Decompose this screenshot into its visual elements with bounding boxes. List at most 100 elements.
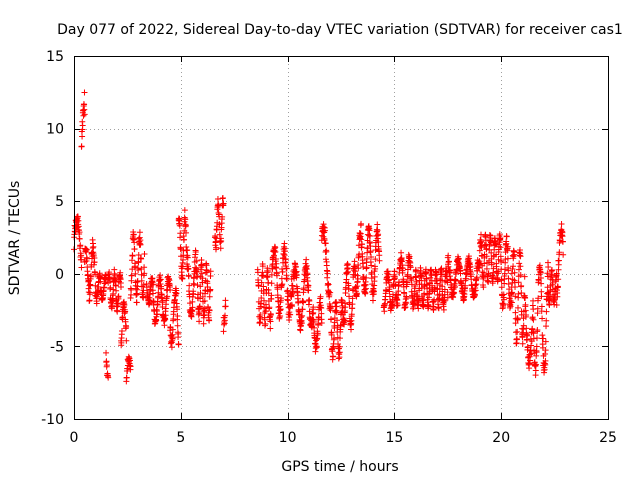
data-point bbox=[541, 369, 548, 376]
data-point bbox=[384, 268, 391, 275]
data-point bbox=[287, 311, 294, 318]
data-point bbox=[423, 275, 430, 282]
data-point bbox=[363, 274, 370, 281]
data-point bbox=[517, 263, 524, 270]
data-point bbox=[323, 262, 330, 269]
data-point bbox=[441, 286, 448, 293]
data-point bbox=[122, 308, 129, 315]
data-point bbox=[489, 272, 496, 279]
data-point bbox=[196, 318, 203, 325]
plot-frame bbox=[74, 56, 609, 420]
data-point bbox=[353, 291, 360, 298]
data-point bbox=[304, 278, 311, 285]
data-point bbox=[344, 261, 351, 268]
data-point bbox=[374, 227, 381, 234]
data-point bbox=[141, 251, 148, 258]
data-point bbox=[535, 295, 542, 302]
data-point bbox=[559, 233, 566, 240]
data-point bbox=[140, 282, 147, 289]
data-point bbox=[263, 304, 270, 311]
data-point bbox=[273, 272, 280, 279]
data-point bbox=[399, 262, 406, 269]
y-tick-label: -10 bbox=[41, 412, 64, 428]
data-point bbox=[133, 290, 140, 297]
data-point bbox=[556, 249, 563, 256]
data-point bbox=[471, 291, 478, 298]
data-point bbox=[303, 262, 310, 269]
data-point bbox=[447, 267, 454, 274]
data-point bbox=[161, 322, 168, 329]
data-point bbox=[255, 282, 262, 289]
data-point bbox=[542, 357, 549, 364]
data-point bbox=[476, 247, 483, 254]
data-point bbox=[277, 306, 284, 313]
data-point bbox=[386, 293, 393, 300]
data-point bbox=[196, 310, 203, 317]
data-point bbox=[188, 313, 195, 320]
data-point bbox=[78, 256, 85, 263]
data-point bbox=[101, 284, 108, 291]
data-point bbox=[298, 320, 305, 327]
data-point bbox=[541, 366, 548, 373]
data-point bbox=[381, 308, 388, 315]
data-point bbox=[445, 258, 452, 265]
data-point bbox=[507, 303, 514, 310]
data-point bbox=[219, 213, 226, 220]
data-point bbox=[268, 271, 275, 278]
data-point bbox=[349, 295, 356, 302]
x-tick-label: 15 bbox=[385, 430, 403, 446]
data-point bbox=[467, 263, 474, 270]
data-point bbox=[537, 269, 544, 276]
data-point bbox=[325, 281, 332, 288]
data-point bbox=[376, 257, 383, 264]
data-point bbox=[314, 330, 321, 337]
data-point bbox=[311, 324, 318, 331]
data-point bbox=[182, 222, 189, 229]
data-point bbox=[488, 239, 495, 246]
data-point bbox=[477, 237, 484, 244]
data-point bbox=[331, 335, 338, 342]
data-point bbox=[158, 285, 165, 292]
data-point bbox=[517, 253, 524, 260]
x-tick-label: 25 bbox=[599, 430, 617, 446]
data-point bbox=[174, 312, 181, 319]
data-point bbox=[403, 294, 410, 301]
data-point bbox=[198, 270, 205, 277]
data-point bbox=[194, 282, 201, 289]
data-point bbox=[106, 269, 113, 276]
data-point bbox=[399, 265, 406, 272]
data-point bbox=[192, 249, 199, 256]
data-point bbox=[288, 293, 295, 300]
data-point bbox=[320, 224, 327, 231]
data-point bbox=[385, 271, 392, 278]
x-tick-label: 10 bbox=[279, 430, 297, 446]
data-point bbox=[518, 290, 525, 297]
data-point bbox=[294, 292, 301, 299]
data-point bbox=[315, 321, 322, 328]
data-point bbox=[555, 266, 562, 273]
data-point bbox=[441, 297, 448, 304]
data-point bbox=[133, 299, 140, 306]
data-point bbox=[512, 284, 519, 291]
data-point bbox=[186, 282, 193, 289]
data-point bbox=[289, 303, 296, 310]
data-point bbox=[336, 343, 343, 350]
data-point bbox=[480, 284, 487, 291]
data-point bbox=[404, 272, 411, 279]
data-point bbox=[135, 252, 142, 259]
data-point bbox=[159, 303, 166, 310]
data-point bbox=[137, 241, 144, 248]
data-point bbox=[222, 297, 229, 304]
data-point bbox=[346, 293, 353, 300]
data-point bbox=[508, 270, 515, 277]
data-point bbox=[299, 306, 306, 313]
chart-title: Day 077 of 2022, Sidereal Day-to-day VTE… bbox=[57, 22, 623, 38]
data-point bbox=[500, 291, 507, 298]
data-point bbox=[412, 282, 419, 289]
data-point bbox=[109, 298, 116, 305]
data-point bbox=[76, 235, 83, 242]
data-point bbox=[313, 344, 320, 351]
data-point bbox=[514, 316, 521, 323]
data-point bbox=[197, 290, 204, 297]
data-point bbox=[184, 254, 191, 261]
